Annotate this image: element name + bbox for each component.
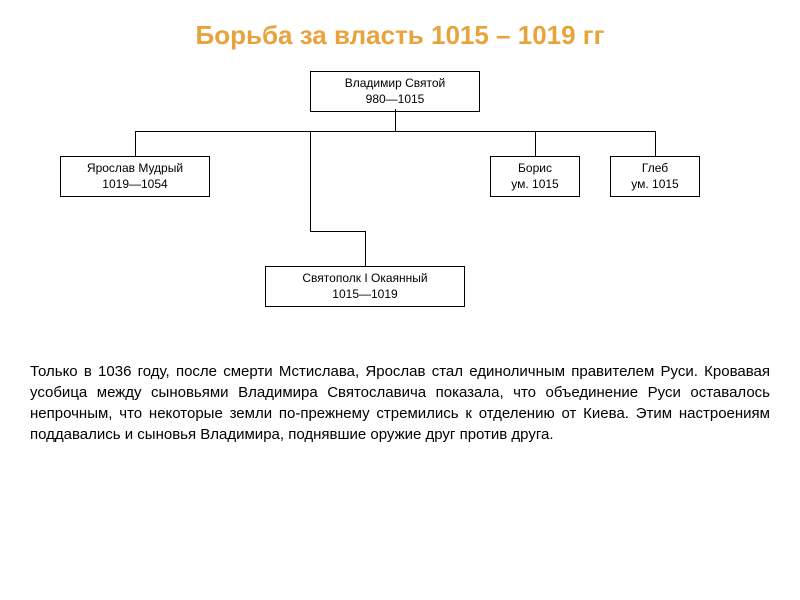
- node-label: Борис: [499, 161, 571, 177]
- node-dates: 1015—1019: [274, 287, 456, 303]
- node-gleb: Глеб ум. 1015: [610, 156, 700, 197]
- node-label: Владимир Святой: [319, 76, 471, 92]
- title-text: Борьба за власть 1015 – 1019 гг: [196, 20, 605, 50]
- node-yaroslav: Ярослав Мудрый 1019—1054: [60, 156, 210, 197]
- node-dates: ум. 1015: [619, 177, 691, 193]
- node-dates: ум. 1015: [499, 177, 571, 193]
- connector: [310, 131, 311, 231]
- node-dates: 980—1015: [319, 92, 471, 108]
- connector: [395, 109, 396, 131]
- genealogy-tree: Владимир Святой 980—1015 Ярослав Мудрый …: [30, 71, 770, 351]
- connector: [655, 131, 656, 156]
- body-paragraph: Только в 1036 году, после смерти Мстисла…: [30, 361, 770, 445]
- paragraph-text: Только в 1036 году, после смерти Мстисла…: [30, 363, 770, 443]
- node-label: Святополк I Окаянный: [274, 271, 456, 287]
- connector: [535, 131, 536, 156]
- connector: [135, 131, 655, 132]
- node-dates: 1019—1054: [69, 177, 201, 193]
- page-title: Борьба за власть 1015 – 1019 гг: [30, 20, 770, 51]
- connector: [365, 231, 366, 266]
- node-boris: Борис ум. 1015: [490, 156, 580, 197]
- connector: [135, 131, 136, 156]
- node-label: Глеб: [619, 161, 691, 177]
- node-vladimir: Владимир Святой 980—1015: [310, 71, 480, 112]
- node-label: Ярослав Мудрый: [69, 161, 201, 177]
- connector: [310, 231, 365, 232]
- node-svyatopolk: Святополк I Окаянный 1015—1019: [265, 266, 465, 307]
